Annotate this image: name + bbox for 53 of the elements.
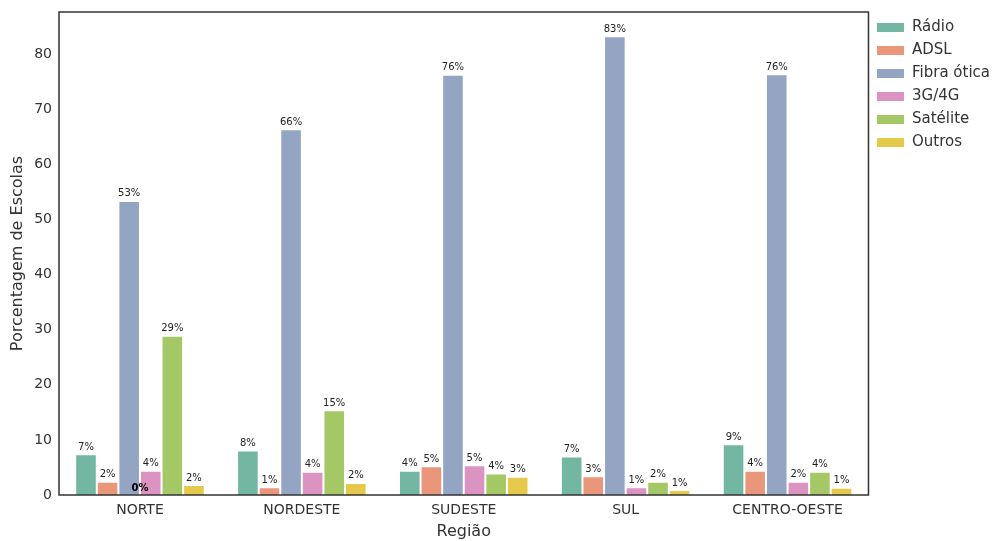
x-tick-label: SUDESTE [431,501,497,518]
data-label: 76% [441,61,465,73]
data-label: 1% [833,474,850,486]
data-label: 4% [401,457,418,469]
legend-label: Fibra ótica [911,63,991,82]
data-label: 4% [304,458,321,470]
data-label: 4% [811,458,828,470]
x-tick-label: SUL [612,501,640,518]
y-tick-label: 0 [43,485,53,502]
y-tick-label: 70 [34,100,53,117]
data-label: 2% [790,468,807,480]
data-label: 7% [78,440,94,452]
x-axis-title: Região [436,520,491,540]
data-label: 2% [99,468,116,480]
data-label: 76% [765,60,788,72]
data-label: 2% [185,471,202,483]
y-tick-label: 30 [34,320,53,337]
legend-label: Satélite [911,109,970,128]
data-label: 3% [509,463,526,475]
x-tick-label: NORTE [116,501,164,518]
data-label: 2% [347,469,364,481]
data-label: 4% [488,460,505,472]
annotation: 0% [131,481,149,493]
data-label: 1% [671,476,688,488]
y-tick-label: 80 [34,45,53,62]
data-label: 9% [725,430,742,442]
data-label: 15% [323,396,346,408]
legend-label: ADSL [911,40,953,59]
data-label: 4% [747,457,764,469]
data-label: 53% [118,187,141,199]
y-axis-title: Porcentagem de Escolas [6,155,26,352]
legend-label: 3G/4G [911,86,960,105]
legend-label: Rádio [911,17,955,36]
y-tick-label: 10 [34,430,53,447]
y-tick-label: 20 [34,375,53,392]
x-tick-label: NORDESTE [263,501,341,518]
data-label: 5% [423,452,440,464]
data-label: 3% [585,462,602,474]
data-label: 66% [279,115,303,127]
data-label: 5% [466,451,483,463]
data-label: 8% [239,436,256,448]
legend-label: Outros [911,132,963,151]
data-label: 4% [142,457,159,469]
y-tick-label: 40 [34,265,53,282]
data-label: 7% [563,443,580,455]
y-tick-label: 60 [34,155,53,172]
data-label: 1% [628,473,645,485]
y-tick-label: 50 [34,210,53,227]
data-label: 83% [603,22,626,34]
data-label: 1% [261,473,278,485]
data-label: 2% [650,468,666,480]
data-label: 29% [161,322,184,334]
x-tick-label: CENTRO-OESTE [732,501,843,518]
